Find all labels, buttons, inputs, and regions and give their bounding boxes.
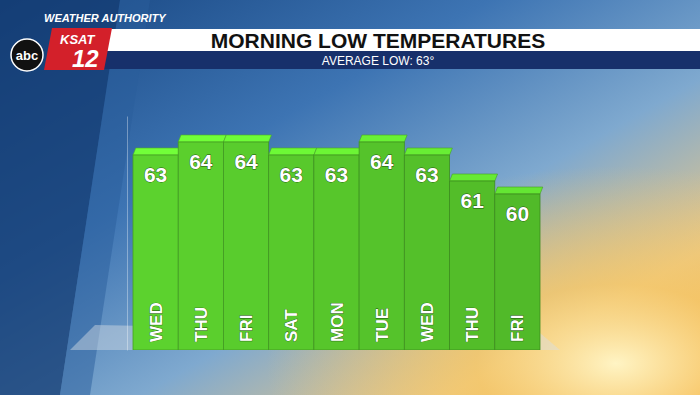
bar (178, 142, 223, 350)
bar-top (314, 148, 362, 155)
data-label: 63 (280, 163, 303, 186)
bar-top (178, 135, 226, 142)
category-label: FRI (508, 315, 527, 342)
bar (314, 155, 359, 350)
brand-12: 12 (72, 45, 99, 72)
data-label: 64 (370, 150, 394, 173)
data-label: 63 (325, 163, 348, 186)
category-label: FRI (237, 315, 256, 342)
bar-top (450, 174, 498, 181)
category-label: WED (418, 302, 437, 342)
bars (133, 135, 543, 350)
subtitle: AVERAGE LOW: 63° (322, 54, 435, 68)
category-label: TUE (373, 308, 392, 342)
background (0, 0, 700, 395)
title: MORNING LOW TEMPERATURES (211, 29, 545, 52)
y-axis-line (127, 117, 128, 351)
bar-top (223, 135, 271, 142)
labels: 63 WED 64 THU 64 FRI 63 SAT 63 MON 64 TUE 63 WED 61 THU… (144, 150, 529, 342)
category-label: WED (147, 302, 166, 342)
chart-svg: MORNING LOW TEMPERATURES AVERAGE LOW: 63°… (0, 0, 700, 395)
data-label: 64 (189, 150, 213, 173)
bar (495, 194, 540, 350)
brand-abc: abc (16, 48, 38, 63)
bar-top (404, 148, 452, 155)
category-label: THU (463, 307, 482, 342)
sun-glow (0, 0, 700, 395)
bar (269, 155, 314, 350)
abc-logo (11, 39, 43, 71)
bar (133, 155, 178, 350)
data-label: 63 (144, 163, 167, 186)
bar-top (495, 187, 543, 194)
bar (223, 142, 268, 350)
bar (359, 142, 404, 350)
bar-top (133, 148, 181, 155)
brand-weather-authority: WEATHER AUTHORITY (44, 12, 167, 24)
subtitle-bar (92, 51, 700, 69)
title-bar (96, 29, 700, 51)
category-label: MON (328, 302, 347, 342)
data-label: 60 (506, 202, 529, 225)
bar (404, 155, 449, 350)
bar-top (269, 148, 317, 155)
category-label: SAT (282, 309, 301, 342)
data-label: 64 (234, 150, 258, 173)
data-label: 61 (460, 189, 484, 212)
category-label: THU (192, 307, 211, 342)
bar (450, 181, 495, 350)
y-axis (127, 117, 128, 351)
bar-top (359, 135, 407, 142)
data-label: 63 (415, 163, 438, 186)
